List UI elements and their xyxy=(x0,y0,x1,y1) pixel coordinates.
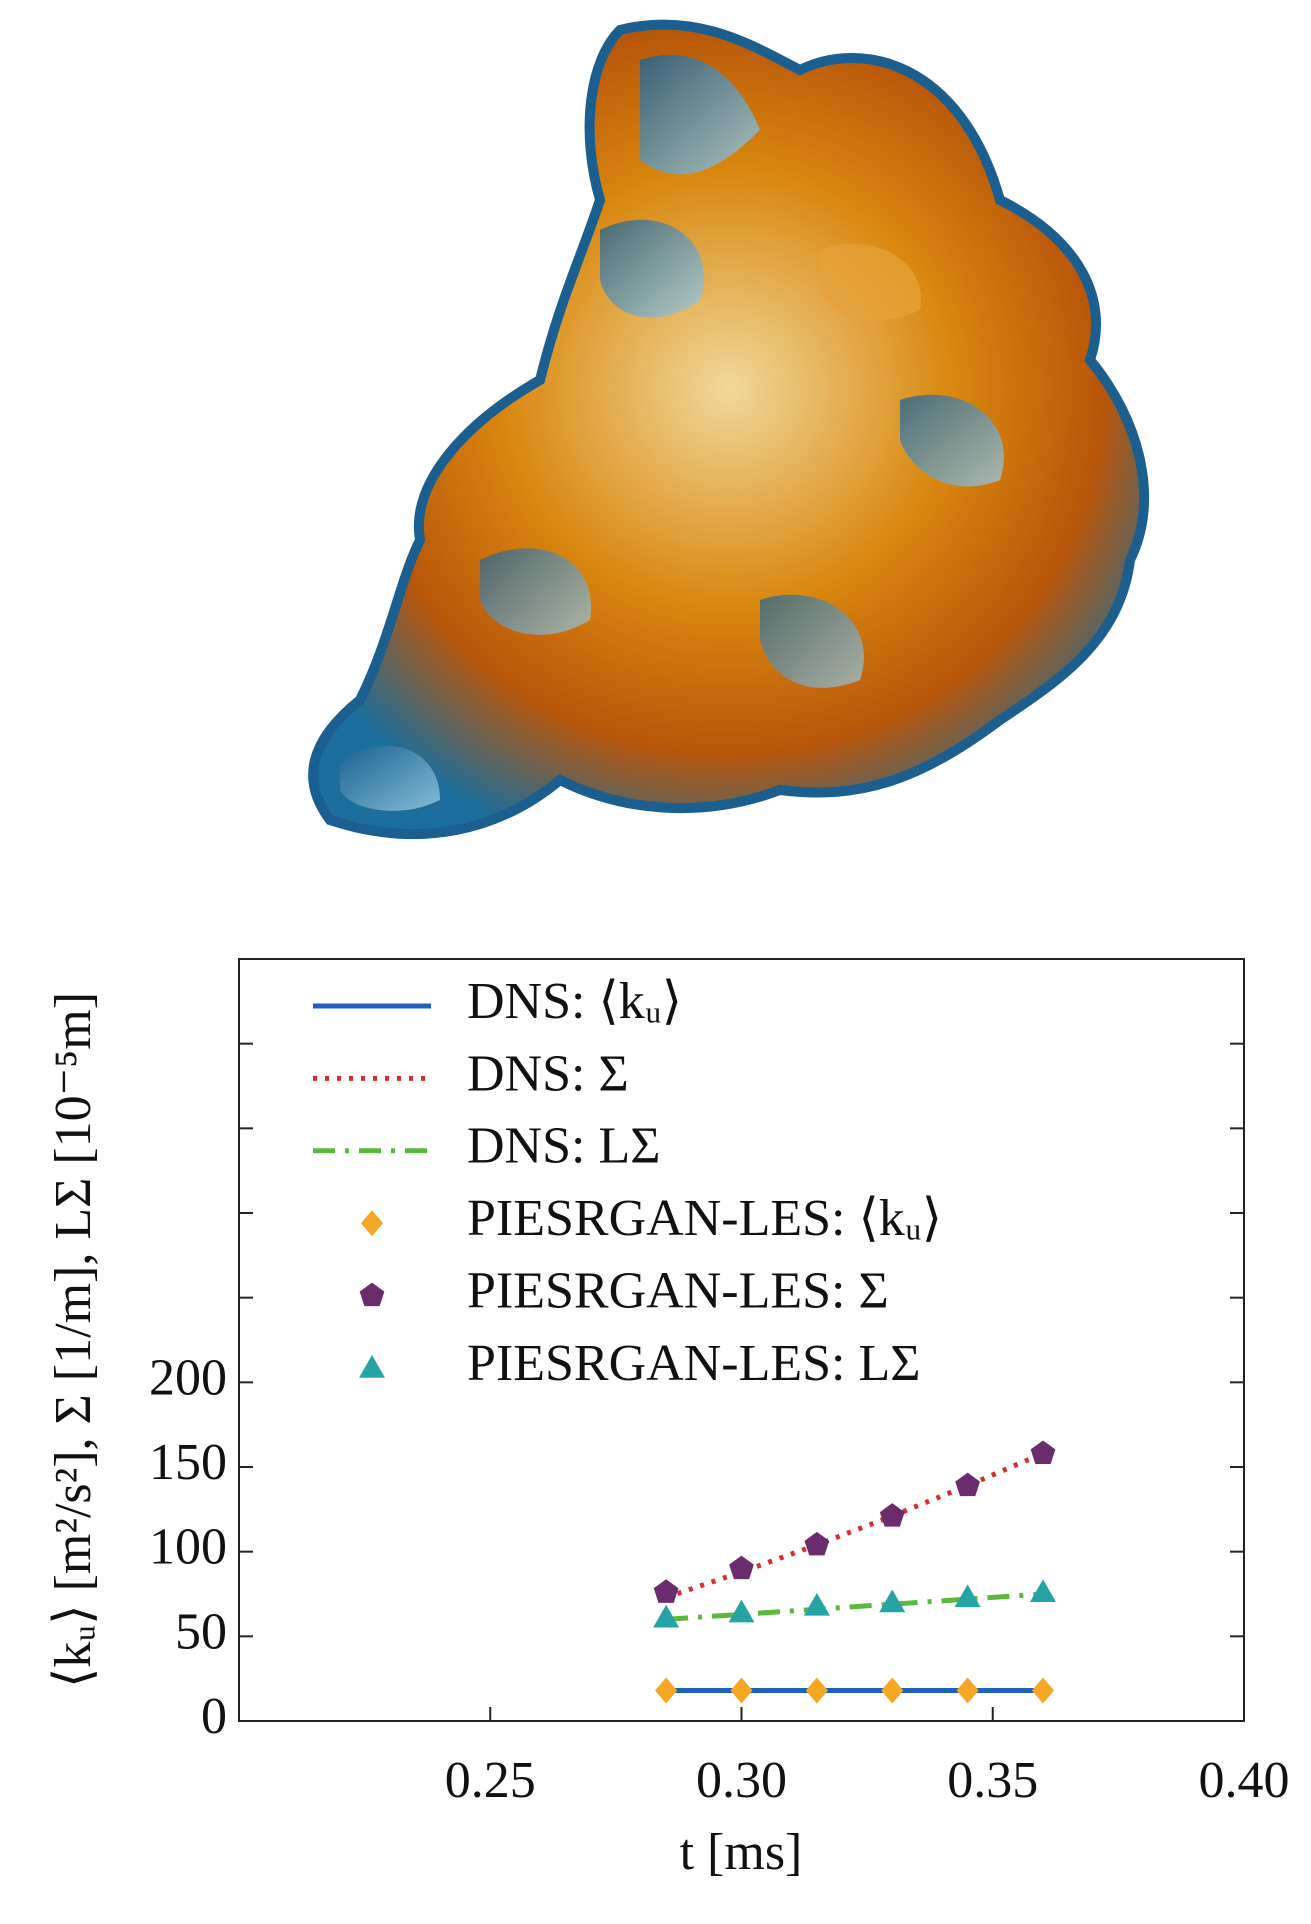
legend-label: DNS: ⟨kᵤ⟩ xyxy=(467,973,682,1030)
x-tick-label: 0.35 xyxy=(947,1752,1038,1809)
x-tick-label: 0.30 xyxy=(696,1752,787,1809)
x-axis-label: t [ms] xyxy=(680,1824,803,1881)
marker xyxy=(359,1355,385,1378)
marker xyxy=(954,1584,981,1608)
marker xyxy=(1031,1677,1055,1704)
y-axis-label: ⟨kᵤ⟩ [m²/s²], Σ [1/m], LΣ [10⁻⁵m] xyxy=(45,992,102,1688)
series-line xyxy=(665,1451,1044,1600)
y-tick-label: 50 xyxy=(175,1603,227,1660)
y-tick-label: 200 xyxy=(149,1349,227,1406)
marker xyxy=(1030,1440,1056,1464)
legend-label: PIESRGAN-LES: Σ xyxy=(467,1263,889,1320)
legend-label: PIESRGAN-LES: ⟨kᵤ⟩ xyxy=(467,1190,942,1247)
marker xyxy=(359,1282,385,1307)
marker xyxy=(803,1592,830,1616)
marker xyxy=(804,1531,830,1556)
series-line xyxy=(665,1591,1044,1622)
y-tick-label: 150 xyxy=(149,1434,227,1491)
marker xyxy=(805,1677,828,1704)
legend-label: DNS: Σ xyxy=(467,1045,629,1102)
marker xyxy=(879,1503,905,1527)
marker xyxy=(653,1579,679,1603)
legend-label: PIESRGAN-LES: LΣ xyxy=(467,1335,921,1392)
marker xyxy=(956,1677,979,1704)
marker xyxy=(655,1677,678,1704)
marker xyxy=(955,1472,980,1497)
marker xyxy=(879,1589,906,1613)
y-tick-label: 100 xyxy=(149,1519,227,1576)
marker xyxy=(360,1210,384,1237)
x-tick-label: 0.40 xyxy=(1199,1752,1290,1809)
flame-render xyxy=(308,19,1150,840)
marker xyxy=(1030,1579,1056,1603)
marker xyxy=(729,1555,754,1580)
y-tick-label: 0 xyxy=(201,1688,227,1745)
marker xyxy=(728,1599,755,1623)
marker xyxy=(730,1677,753,1704)
marker xyxy=(653,1604,680,1628)
x-tick-label: 0.25 xyxy=(445,1752,536,1809)
marker xyxy=(881,1677,904,1704)
legend-label: DNS: LΣ xyxy=(467,1118,661,1175)
